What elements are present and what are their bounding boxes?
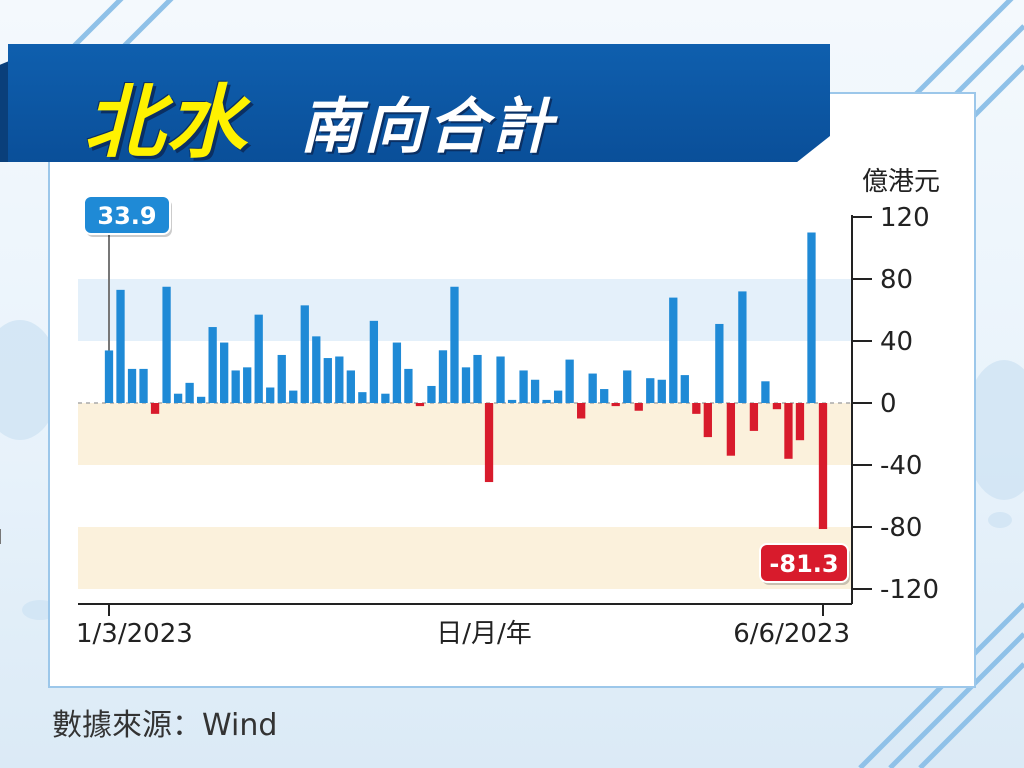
band-40-80 xyxy=(78,279,852,341)
y-tick-label: 40 xyxy=(880,327,913,357)
bar xyxy=(588,373,597,403)
y-tick-label: -40 xyxy=(880,451,922,481)
bar xyxy=(507,399,517,403)
band-minus40-0 xyxy=(78,403,852,465)
bar xyxy=(277,354,286,403)
bar xyxy=(127,368,137,403)
bar xyxy=(646,378,655,403)
bar xyxy=(680,375,689,403)
bar xyxy=(703,403,712,438)
callout-box xyxy=(83,195,171,235)
bar xyxy=(369,320,379,403)
bar xyxy=(358,392,367,403)
bar xyxy=(600,389,609,403)
bar xyxy=(162,286,171,403)
bar xyxy=(473,354,482,403)
bar xyxy=(818,403,828,530)
bar xyxy=(266,387,275,403)
bar xyxy=(335,356,344,403)
bar xyxy=(807,232,816,403)
bar xyxy=(450,286,459,403)
bar xyxy=(795,403,805,441)
bar xyxy=(461,367,471,403)
callout-label: 33.9 xyxy=(97,202,156,230)
bar xyxy=(404,368,413,403)
bar xyxy=(784,403,793,459)
bar xyxy=(519,370,528,403)
title-sub: 南向合計 xyxy=(300,92,556,162)
bar xyxy=(381,393,390,403)
title-banner xyxy=(8,44,830,162)
bar xyxy=(346,370,355,403)
bar xyxy=(300,305,309,403)
bar xyxy=(173,393,183,403)
y-tick-label: 120 xyxy=(880,203,930,233)
bar xyxy=(726,403,736,456)
bar xyxy=(438,350,448,403)
bar xyxy=(577,403,586,419)
bar xyxy=(565,359,574,403)
x-tick-label: 6/6/2023 xyxy=(733,619,850,649)
y-tick-label: -120 xyxy=(880,575,939,605)
y-tick-label: 0 xyxy=(880,389,897,419)
bar xyxy=(761,381,770,403)
bar xyxy=(623,370,632,403)
bar xyxy=(116,289,125,403)
bar xyxy=(139,368,148,403)
bar xyxy=(196,396,206,403)
bar xyxy=(542,399,551,403)
y-axis-title: 億港元 xyxy=(862,167,940,197)
bar xyxy=(715,323,724,403)
callout-box xyxy=(759,543,849,583)
x-tick-label: 1/3/2023 xyxy=(76,619,193,649)
bar xyxy=(415,403,425,407)
bar xyxy=(323,358,332,403)
source-note: 數據來源：Wind xyxy=(52,708,278,743)
bar xyxy=(657,379,666,403)
title-main: 北水 xyxy=(84,76,248,169)
y-tick-label: 80 xyxy=(880,265,913,295)
bar xyxy=(243,367,252,403)
callout-label: -81.3 xyxy=(769,550,838,578)
bar xyxy=(496,356,505,403)
y-tick-label: -80 xyxy=(880,513,922,543)
bar xyxy=(749,403,759,431)
bar xyxy=(185,382,194,403)
bar xyxy=(312,336,321,403)
bar xyxy=(104,350,114,403)
bar xyxy=(208,327,217,403)
bar xyxy=(289,390,298,403)
bar xyxy=(772,403,782,410)
bar xyxy=(692,403,701,414)
bar xyxy=(484,403,494,483)
bar xyxy=(669,297,678,403)
bar xyxy=(254,314,263,403)
bar xyxy=(231,370,240,403)
bar xyxy=(530,379,540,403)
bar xyxy=(553,390,563,403)
bar xyxy=(220,342,229,403)
bar xyxy=(150,403,160,414)
bar xyxy=(611,403,620,407)
bar xyxy=(392,342,402,403)
bar xyxy=(634,403,643,411)
bar xyxy=(738,291,747,403)
bar xyxy=(427,385,436,403)
band-minus120-minus80 xyxy=(78,527,852,589)
x-axis-title: 日/月/年 xyxy=(436,619,532,649)
